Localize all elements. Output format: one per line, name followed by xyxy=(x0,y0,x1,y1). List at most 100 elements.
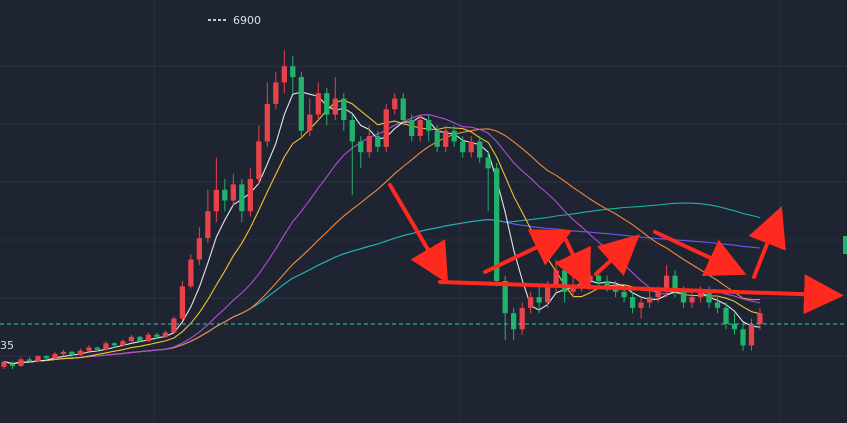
candle-body xyxy=(392,98,398,110)
candle-body xyxy=(9,363,16,366)
candle-body xyxy=(60,351,67,355)
candle-body xyxy=(307,114,313,131)
candle-body xyxy=(434,130,440,147)
candle-body xyxy=(358,141,364,153)
candle-body xyxy=(188,259,194,287)
candle-body xyxy=(332,98,338,115)
candle-body xyxy=(43,356,50,359)
candle-body xyxy=(145,334,152,342)
candle-body xyxy=(587,275,593,282)
candle-body xyxy=(290,66,296,78)
annotation-arrow xyxy=(483,229,573,274)
candle-body xyxy=(86,347,92,351)
candle-body xyxy=(154,334,160,337)
candle-body xyxy=(222,189,228,201)
candle-body xyxy=(477,141,483,158)
candle-body xyxy=(595,275,602,282)
candle-body xyxy=(663,275,670,292)
candles xyxy=(1,50,763,370)
candle-body xyxy=(655,291,661,298)
candle-body xyxy=(77,350,84,356)
high-label: 6900 xyxy=(233,14,261,27)
candle-body xyxy=(485,157,491,169)
candle-body xyxy=(273,82,279,104)
candle-body xyxy=(646,297,653,303)
high-marker: 6900 xyxy=(208,14,261,27)
candle-body xyxy=(426,119,432,131)
candle-body xyxy=(723,307,729,324)
candle-body xyxy=(94,347,101,350)
candle-body xyxy=(494,168,500,282)
candle-body xyxy=(315,93,321,115)
candle-body xyxy=(103,343,109,350)
annotation-arrow xyxy=(594,234,640,276)
candle-body xyxy=(561,270,568,292)
annotation-arrow xyxy=(653,230,747,276)
candle-body xyxy=(341,98,347,120)
candle-body xyxy=(672,275,678,292)
left-edge-label: 35 xyxy=(0,339,14,352)
candle-body xyxy=(417,119,423,137)
candle-body xyxy=(162,332,169,337)
ma5-line xyxy=(3,91,761,365)
annotation-arrow xyxy=(438,274,844,315)
candle-body xyxy=(383,109,389,147)
candle-body xyxy=(409,119,415,137)
candle-body xyxy=(680,291,687,303)
candle-body xyxy=(137,336,143,342)
candle-body xyxy=(706,291,712,303)
candle-body xyxy=(120,341,126,346)
candle-body xyxy=(213,189,219,212)
candle-body xyxy=(18,359,24,366)
annotation-arrow xyxy=(388,183,449,284)
candle-body xyxy=(638,302,644,308)
candle-body xyxy=(502,281,508,314)
candle-body xyxy=(366,136,372,153)
candle-body xyxy=(604,281,610,287)
candle-body xyxy=(171,318,177,333)
candle-body xyxy=(714,302,721,308)
candle-body xyxy=(536,297,542,303)
candle-body xyxy=(511,313,517,330)
candle-body xyxy=(451,130,457,142)
candle-body xyxy=(256,141,262,180)
candle-body xyxy=(69,351,75,356)
candle-body xyxy=(740,329,746,346)
candle-body xyxy=(349,119,355,142)
candle-body xyxy=(111,343,118,346)
candle-body xyxy=(757,313,763,324)
candle-body xyxy=(35,356,41,362)
candle-body xyxy=(528,297,534,308)
candle-body xyxy=(205,211,211,239)
candle-body xyxy=(230,184,236,201)
candle-body xyxy=(196,238,203,260)
candle-body xyxy=(128,336,135,342)
candle-body xyxy=(629,297,636,308)
candle-body xyxy=(460,141,466,153)
annotation-arrow xyxy=(554,238,591,291)
candle-body xyxy=(748,323,755,346)
candle-body xyxy=(298,77,304,131)
candle-body xyxy=(689,297,695,303)
candle-body xyxy=(519,307,525,330)
candle-body xyxy=(468,141,474,153)
trend-annotations xyxy=(388,183,844,315)
candle-body xyxy=(697,291,704,298)
candle-body xyxy=(1,361,7,367)
candle-body xyxy=(179,286,186,319)
candle-body xyxy=(545,286,551,303)
candle-body xyxy=(264,103,270,142)
candle-body xyxy=(52,354,58,359)
candle-body xyxy=(731,323,738,330)
price-axis-marker xyxy=(843,236,847,254)
candle-body xyxy=(375,136,381,147)
candle-body xyxy=(281,66,287,83)
candle-body xyxy=(26,359,33,362)
annotation-arrow xyxy=(748,206,786,279)
candle-body xyxy=(400,98,406,120)
candle-body xyxy=(239,184,245,212)
